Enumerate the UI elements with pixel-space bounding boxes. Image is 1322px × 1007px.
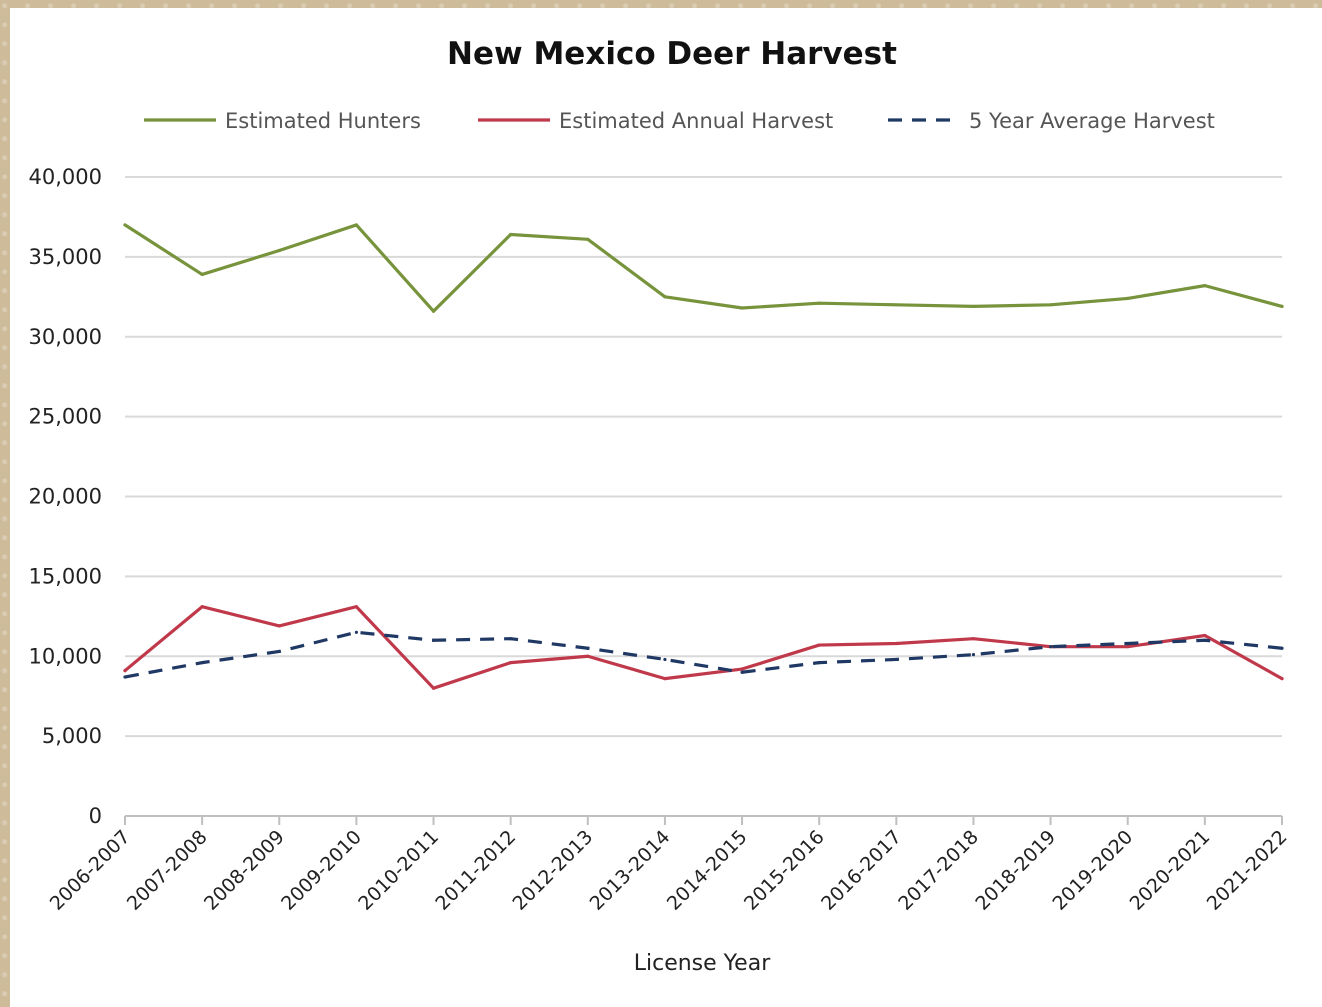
data-point (200, 272, 204, 277)
data-point (971, 653, 976, 657)
chart-panel: New Mexico Deer Harvest Estimated Hunter… (10, 8, 1322, 1007)
chart-title: New Mexico Deer Harvest (447, 36, 897, 72)
data-point (509, 637, 513, 641)
data-point (354, 605, 358, 609)
data-point (1280, 677, 1284, 681)
y-axis-ticks: 0 5,000 10,000 15,000 20,000 25,000 30,000 35,0… (29, 165, 102, 828)
data-point (894, 303, 898, 307)
data-point (509, 232, 513, 237)
legend: Estimated Hunters Estimated Annual Harves… (144, 109, 1215, 133)
x-tick-label: 2015-2016 (740, 826, 829, 915)
data-point (586, 646, 590, 650)
gridlines (125, 176, 1282, 817)
x-tick-label: 2011-2012 (431, 826, 520, 915)
data-point (740, 670, 744, 674)
line-chart: New Mexico Deer Harvest Estimated Hunter… (29, 36, 1292, 976)
y-tick-label: 35,000 (29, 245, 102, 269)
x-axis-title: License Year (634, 951, 771, 976)
data-point (663, 677, 667, 681)
x-tick-label: 2020-2021 (1126, 826, 1215, 915)
data-point (431, 686, 436, 690)
data-point (663, 295, 667, 299)
data-point (1126, 296, 1130, 301)
data-point (740, 306, 744, 310)
data-point (740, 667, 744, 671)
data-point (431, 638, 436, 642)
x-tick-label: 2006-2007 (46, 826, 135, 915)
data-point (431, 309, 436, 313)
x-tick-label: 2008-2009 (200, 826, 289, 915)
data-point (817, 661, 821, 665)
data-point (1049, 303, 1053, 307)
data-point (354, 223, 358, 227)
data-point (1126, 641, 1130, 646)
data-point (277, 649, 281, 654)
legend-label: Estimated Annual Harvest (559, 109, 833, 133)
data-point (1203, 284, 1207, 288)
y-tick-label: 25,000 (29, 405, 102, 429)
x-tick-label: 2018-2019 (971, 826, 1060, 915)
data-point (817, 643, 821, 647)
data-point (1203, 633, 1207, 638)
data-point (971, 304, 976, 308)
data-point (123, 669, 127, 673)
series-line (124, 630, 1283, 679)
series-3 (123, 630, 1284, 679)
x-tick-label: 2021-2022 (1203, 826, 1292, 915)
series-1 (123, 223, 1284, 313)
data-point (1280, 304, 1284, 308)
x-tick-label: 2014-2015 (663, 826, 752, 915)
data-point (971, 637, 976, 641)
data-point (200, 605, 204, 609)
x-tick-label: 2012-2013 (509, 826, 598, 915)
data-point (894, 641, 898, 646)
data-point (123, 223, 127, 227)
y-tick-label: 20,000 (29, 485, 102, 509)
x-tick-label: 2019-2020 (1048, 826, 1137, 915)
y-tick-label: 5,000 (42, 724, 102, 748)
data-point (277, 624, 281, 628)
data-point (586, 654, 590, 658)
data-point (894, 657, 898, 662)
x-tick-label: 2017-2018 (894, 826, 983, 915)
legend-label: 5 Year Average Harvest (969, 109, 1215, 133)
y-tick-label: 0 (89, 804, 102, 828)
x-axis: 2006-20072007-20082008-20092009-20102010… (46, 815, 1292, 915)
y-tick-label: 30,000 (29, 325, 102, 349)
y-tick-label: 40,000 (29, 165, 102, 189)
data-point (1203, 638, 1207, 642)
x-tick-label: 2010-2011 (354, 826, 443, 915)
data-point (1280, 646, 1284, 650)
series-line (123, 223, 1284, 313)
legend-label: Estimated Hunters (225, 109, 421, 133)
data-point (663, 657, 667, 662)
y-tick-label: 10,000 (29, 644, 102, 668)
x-tick-label: 2016-2017 (817, 826, 906, 915)
x-tick-label: 2007-2008 (123, 826, 212, 915)
data-point (354, 630, 358, 634)
data-point (200, 661, 204, 665)
data-point (586, 237, 590, 241)
data-point (509, 661, 513, 665)
y-tick-label: 15,000 (29, 564, 102, 588)
data-point (1049, 645, 1053, 649)
data-point (817, 301, 821, 305)
series-lines (123, 223, 1284, 690)
x-tick-label: 2009-2010 (277, 826, 366, 915)
x-tick-label: 2013-2014 (586, 826, 675, 915)
data-point (123, 675, 127, 679)
data-point (277, 248, 281, 253)
data-point (1126, 645, 1130, 649)
